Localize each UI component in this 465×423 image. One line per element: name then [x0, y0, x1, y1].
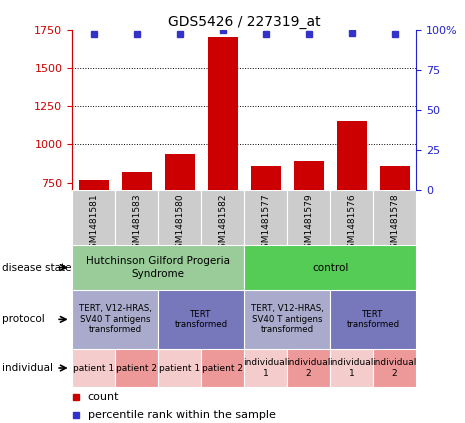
Bar — [330, 349, 373, 387]
Text: protocol: protocol — [2, 314, 45, 324]
Text: individual
1: individual 1 — [244, 358, 288, 378]
Bar — [373, 190, 416, 245]
Text: patient 2: patient 2 — [116, 363, 157, 373]
Text: GSM1481577: GSM1481577 — [261, 193, 270, 254]
Text: GSM1481583: GSM1481583 — [132, 193, 141, 254]
Title: GDS5426 / 227319_at: GDS5426 / 227319_at — [168, 14, 320, 29]
Text: individual
2: individual 2 — [286, 358, 331, 378]
Bar — [201, 349, 244, 387]
Text: individual
2: individual 2 — [372, 358, 417, 378]
Bar — [251, 166, 281, 190]
Text: TERT, V12-HRAS,
SV40 T antigens
transformed: TERT, V12-HRAS, SV40 T antigens transfor… — [251, 305, 324, 334]
Bar — [165, 154, 195, 190]
Text: Hutchinson Gilford Progeria
Syndrome: Hutchinson Gilford Progeria Syndrome — [86, 256, 230, 279]
Bar — [330, 190, 373, 245]
Bar — [72, 349, 115, 387]
Bar — [337, 121, 367, 190]
Bar — [115, 190, 158, 245]
Text: GSM1481579: GSM1481579 — [304, 193, 313, 254]
Text: count: count — [87, 392, 119, 402]
Text: TERT
transformed: TERT transformed — [174, 310, 228, 329]
Bar — [373, 349, 416, 387]
Bar — [72, 290, 158, 349]
Text: GSM1481582: GSM1481582 — [218, 193, 227, 254]
Text: GSM1481576: GSM1481576 — [347, 193, 356, 254]
Bar — [201, 190, 244, 245]
Bar — [158, 290, 244, 349]
Bar — [121, 172, 152, 190]
Text: patient 2: patient 2 — [202, 363, 243, 373]
Bar — [244, 245, 416, 290]
Text: patient 1: patient 1 — [159, 363, 200, 373]
Bar — [79, 180, 109, 190]
Bar — [72, 245, 244, 290]
Text: individual: individual — [2, 363, 53, 373]
Bar — [244, 290, 330, 349]
Bar — [293, 161, 324, 190]
Bar — [72, 190, 115, 245]
Text: GSM1481581: GSM1481581 — [89, 193, 98, 254]
Bar — [158, 190, 201, 245]
Bar — [287, 190, 330, 245]
Bar — [244, 349, 287, 387]
Text: GSM1481578: GSM1481578 — [390, 193, 399, 254]
Bar — [158, 349, 201, 387]
Text: disease state: disease state — [2, 263, 72, 272]
Text: control: control — [312, 263, 348, 272]
Bar — [115, 349, 158, 387]
Bar — [330, 290, 416, 349]
Text: TERT
transformed: TERT transformed — [346, 310, 400, 329]
Text: individual
1: individual 1 — [330, 358, 374, 378]
Text: GSM1481580: GSM1481580 — [175, 193, 184, 254]
Bar — [379, 166, 410, 190]
Bar — [287, 349, 330, 387]
Text: patient 1: patient 1 — [73, 363, 114, 373]
Bar — [244, 190, 287, 245]
Text: TERT, V12-HRAS,
SV40 T antigens
transformed: TERT, V12-HRAS, SV40 T antigens transfor… — [79, 305, 152, 334]
Bar — [207, 37, 238, 190]
Text: percentile rank within the sample: percentile rank within the sample — [87, 410, 275, 420]
